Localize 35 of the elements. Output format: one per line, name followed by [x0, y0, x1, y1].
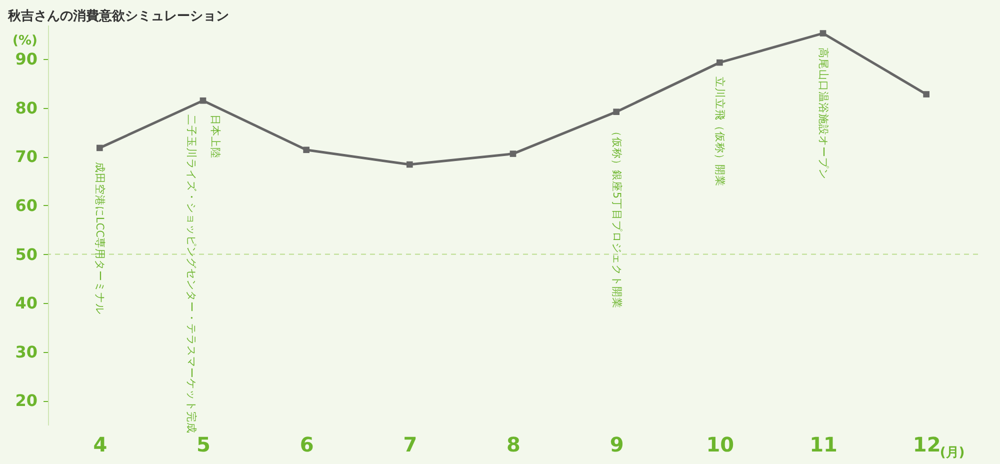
x-tick-label: 4 — [93, 432, 108, 456]
x-tick-label: 11 — [810, 432, 838, 456]
x-tick-label: 7 — [403, 432, 418, 456]
annotation: （仮称）銀座5丁目プロジェクト開業 — [610, 126, 624, 309]
x-axis-title: (月) — [940, 446, 965, 460]
x-tick-label: 12 — [912, 432, 941, 456]
point — [820, 30, 826, 36]
y-axis-title: (%) — [12, 34, 38, 48]
y-tick-label: 50 — [15, 244, 38, 264]
annotation: 日本上陸 — [209, 114, 222, 159]
point — [200, 97, 206, 104]
annotation: 高尾山口温浴施設オープン — [817, 47, 830, 180]
y-tick-label: 60 — [15, 196, 38, 215]
point — [406, 161, 413, 168]
y-tick-label: 80 — [15, 98, 38, 118]
point — [613, 108, 620, 115]
annotation: 成田空港にLCC専用ターミナル — [94, 162, 107, 314]
x-tick-label: 10 — [706, 432, 734, 456]
y-tick-label: 20 — [15, 391, 38, 410]
point — [716, 59, 723, 66]
x-tick-label: 9 — [610, 432, 624, 456]
y-tick-label: 40 — [15, 294, 38, 313]
x-tick-label: 8 — [506, 432, 520, 456]
y-tick-label: 90 — [15, 50, 38, 69]
x-tick-label: 6 — [300, 432, 314, 456]
y-tick-label: 30 — [15, 342, 38, 362]
annotation: 二子玉川ライズ・ショッピングセンター・テラスマーケット完成 — [185, 114, 198, 434]
annotation: 立川立飛（仮称）開業 — [714, 76, 727, 187]
point — [96, 144, 103, 152]
y-tick-label: 70 — [15, 147, 38, 166]
point — [510, 150, 516, 157]
point — [923, 91, 930, 98]
x-tick-label: 5 — [196, 432, 210, 456]
point — [303, 146, 310, 154]
chart-title: 秋吉さんの消費意欲シミュレーション — [7, 8, 229, 24]
